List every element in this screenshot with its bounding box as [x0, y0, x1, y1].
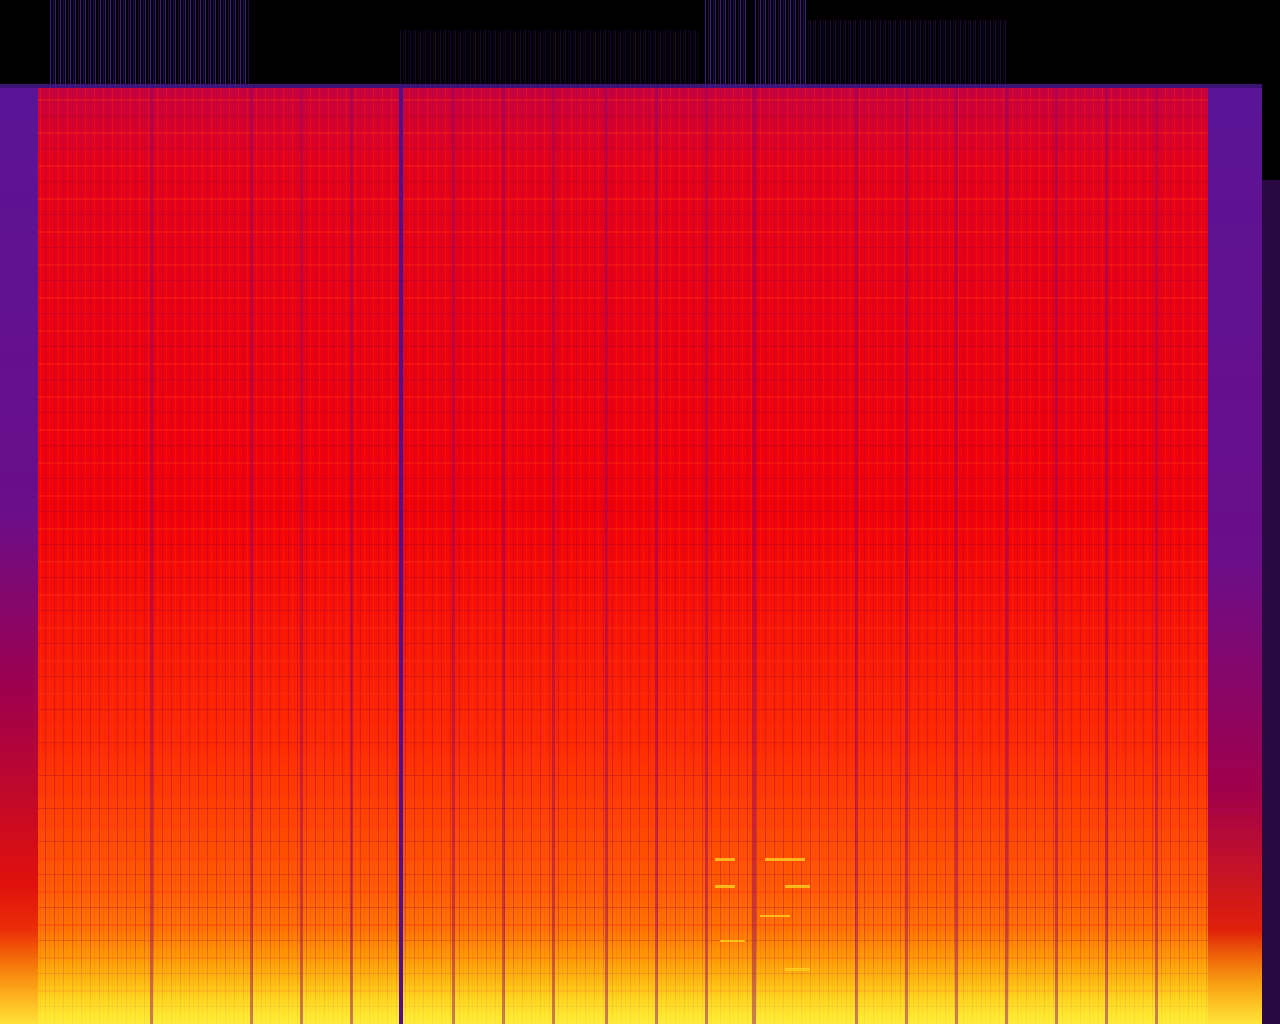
bright-marks	[715, 858, 810, 971]
top-streaks	[400, 30, 700, 88]
top-streaks	[50, 0, 250, 88]
low-glow	[0, 930, 1262, 1024]
right-strip	[1208, 88, 1262, 1024]
right-edge	[1262, 180, 1280, 1024]
section-lines	[150, 88, 1158, 1024]
top-streaks	[755, 0, 807, 88]
top-streaks	[705, 0, 747, 88]
top-streaks	[807, 20, 1007, 88]
top-edge	[0, 84, 1262, 90]
texture	[38, 88, 1208, 1024]
left-strip	[0, 88, 38, 1024]
gap-line	[399, 88, 403, 1024]
